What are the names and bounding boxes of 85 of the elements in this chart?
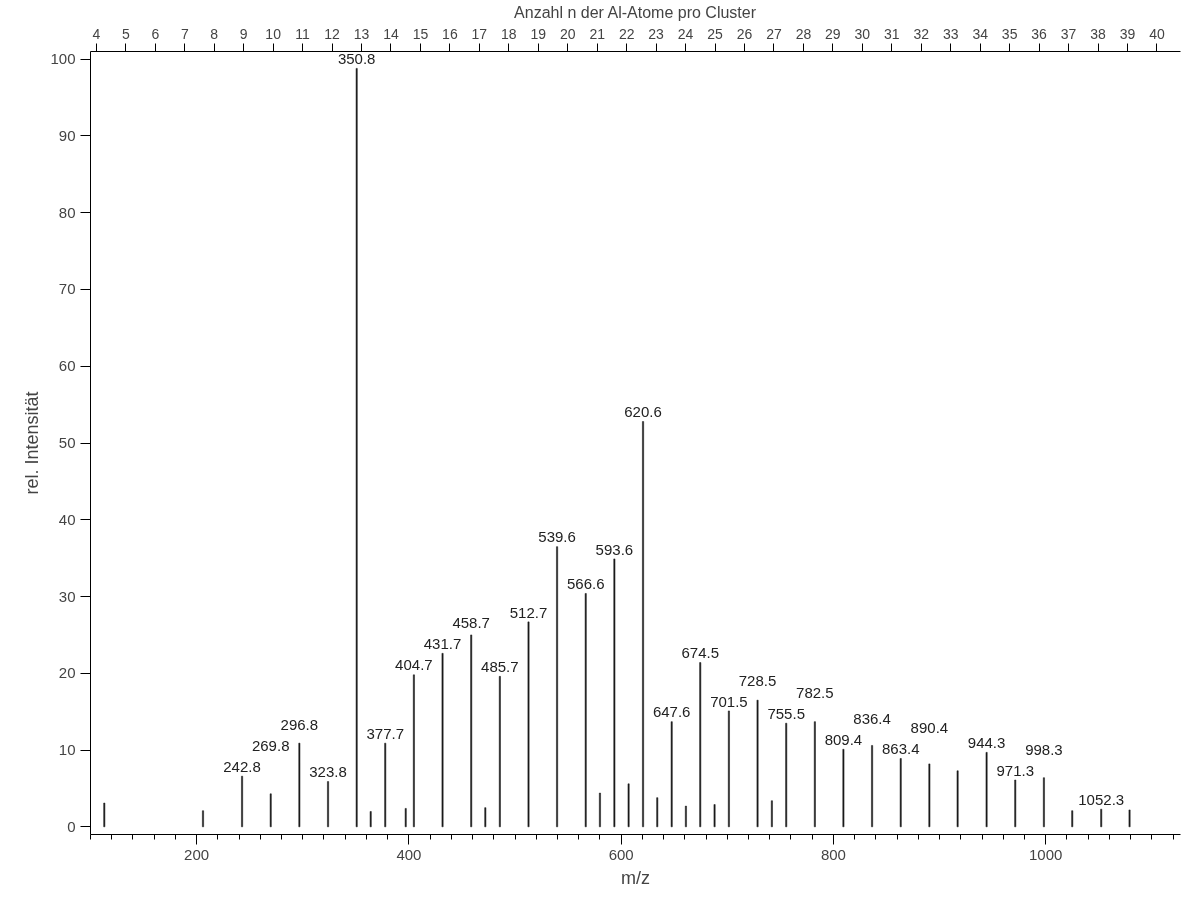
y-tick-label: 40 <box>58 510 76 528</box>
y-tick-label: 30 <box>58 587 76 605</box>
x2-tick-label: 31 <box>884 25 900 42</box>
x2-tick-label: 39 <box>1119 25 1136 42</box>
x2-tick-label: 9 <box>239 25 248 42</box>
x2-tick-label: 10 <box>265 25 282 42</box>
x2-tick-label: 34 <box>972 25 989 42</box>
annotation: 782.5 <box>796 684 834 702</box>
annotation: 458.7 <box>452 614 490 632</box>
x2-tick-label: 6 <box>151 25 160 42</box>
x2-tick-label: 25 <box>707 25 724 42</box>
annotation: 863.4 <box>881 740 920 758</box>
annotation: 971.3 <box>996 761 1035 779</box>
annotation: 944.3 <box>967 734 1006 752</box>
annotation: 269.8 <box>251 737 290 755</box>
annotation: 404.7 <box>395 656 433 674</box>
annotation: 296.8 <box>280 716 319 734</box>
x-axis-title: m/z <box>621 867 650 888</box>
y-tick-label: 80 <box>58 203 76 221</box>
x2-tick-label: 15 <box>412 25 429 42</box>
x2-tick-label: 4 <box>92 25 101 42</box>
annotation: 431.7 <box>423 634 462 652</box>
annotation: 566.6 <box>566 575 605 593</box>
x2-tick-label: 40 <box>1149 25 1165 42</box>
x-tick-label: 400 <box>396 845 422 863</box>
x2-tick-label: 23 <box>648 25 665 42</box>
x2-tick-label: 18 <box>501 25 517 42</box>
x2-tick-label: 16 <box>442 25 458 42</box>
x2-tick-label: 11 <box>295 25 311 42</box>
annotation: 1052.3 <box>1078 790 1125 808</box>
x2-tick-label: 24 <box>677 25 694 42</box>
annotation: 512.7 <box>509 603 548 621</box>
y-tick-label: 0 <box>67 817 76 835</box>
annotation: 539.6 <box>538 528 576 546</box>
x2-tick-label: 12 <box>324 25 341 42</box>
annotation: 836.4 <box>853 710 891 728</box>
x2-tick-label: 21 <box>589 25 606 42</box>
annotation: 701.5 <box>710 692 748 710</box>
x-tick-label: 600 <box>608 845 634 863</box>
x2-tick-label: 20 <box>559 25 576 42</box>
x-tick-label: 1000 <box>1029 845 1063 863</box>
x2-tick-label: 32 <box>913 25 930 42</box>
x2-tick-label: 35 <box>1001 25 1018 42</box>
annotation: 728.5 <box>738 671 777 689</box>
x2-tick-label: 33 <box>942 25 959 42</box>
x2-tick-label: 28 <box>795 25 812 42</box>
y-tick-label: 70 <box>58 280 76 298</box>
x2-tick-label: 8 <box>210 25 219 42</box>
x2-tick-label: 26 <box>736 25 753 42</box>
x2-tick-label: 36 <box>1031 25 1048 42</box>
y-tick-label: 10 <box>58 741 76 759</box>
annotation: 377.7 <box>366 724 405 742</box>
annotation: 350.8 <box>337 50 376 68</box>
x2-tick-label: 5 <box>121 25 130 42</box>
y-axis-title: rel. Intensität <box>22 391 43 495</box>
annotation: 593.6 <box>595 540 634 558</box>
y-tick-label: 20 <box>58 664 76 682</box>
x2-tick-label: 7 <box>180 25 189 42</box>
annotation: 755.5 <box>767 704 805 722</box>
annotation: 809.4 <box>824 730 863 748</box>
annotation: 998.3 <box>1025 740 1063 758</box>
annotation: 890.4 <box>910 719 949 737</box>
x2-tick-label: 27 <box>766 25 782 42</box>
annotation: 242.8 <box>223 757 261 775</box>
x2-tick-label: 22 <box>618 25 635 42</box>
y-tick-label: 90 <box>58 126 76 144</box>
x2-tick-label: 29 <box>825 25 841 42</box>
x2-tick-label: 37 <box>1060 25 1077 42</box>
y-tick-label: 50 <box>58 434 76 451</box>
y-tick-label: 100 <box>50 50 76 68</box>
x2-axis-title: Anzahl n der Al-Atome pro Cluster <box>514 3 757 21</box>
x-tick-label: 200 <box>184 845 210 863</box>
annotation: 620.6 <box>624 403 662 421</box>
x2-tick-label: 38 <box>1090 25 1107 42</box>
annotation: 323.8 <box>309 763 347 781</box>
annotation: 485.7 <box>481 658 519 676</box>
x2-tick-label: 14 <box>383 25 399 42</box>
x2-tick-label: 13 <box>353 25 370 42</box>
x-tick-label: 800 <box>820 845 846 863</box>
x2-tick-label: 30 <box>854 25 871 42</box>
annotation: 674.5 <box>681 644 720 662</box>
annotation: 647.6 <box>652 703 691 721</box>
y-tick-label: 60 <box>58 357 76 375</box>
x2-tick-label: 17 <box>471 25 488 42</box>
x2-tick-label: 19 <box>530 25 547 42</box>
